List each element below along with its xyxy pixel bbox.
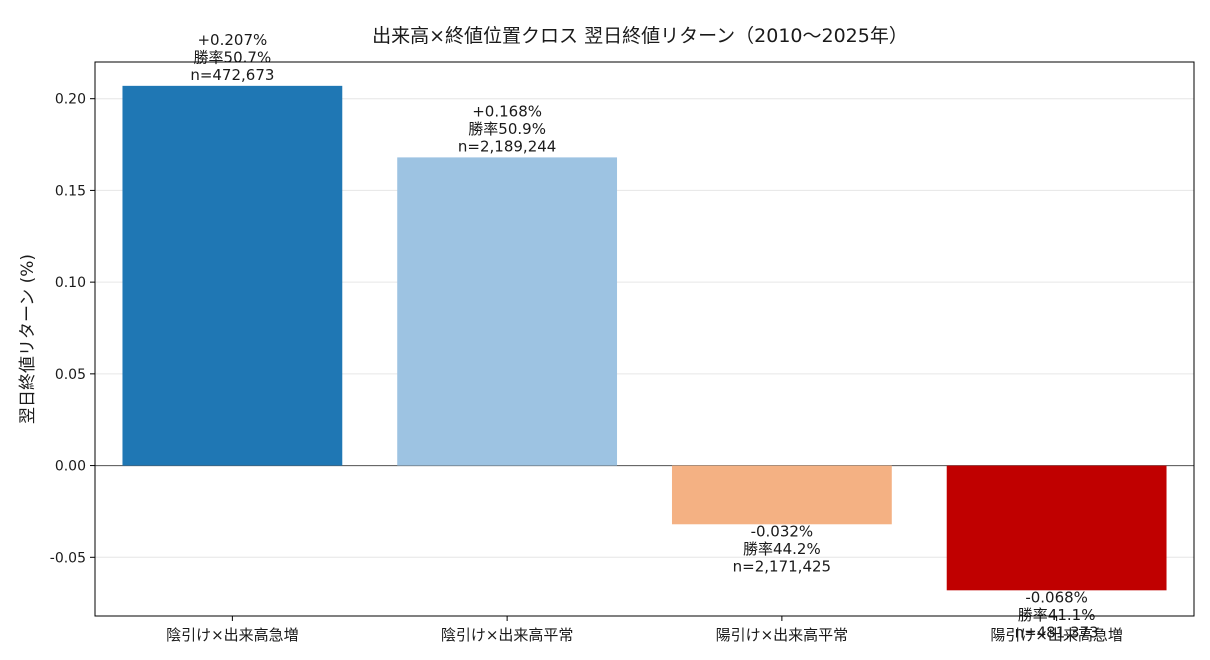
bar-data-label: +0.168% xyxy=(472,102,542,120)
bar-data-label: n=481,373 xyxy=(1015,623,1099,641)
bar-data-label: -0.068% xyxy=(1025,588,1088,606)
bar-data-label: 勝率50.9% xyxy=(468,120,546,138)
y-tick-label: -0.05 xyxy=(50,550,86,566)
bar-data-label: -0.032% xyxy=(751,522,814,540)
bar-data-label: +0.207% xyxy=(197,31,267,49)
x-tick-label: 陰引け×出来高急増 xyxy=(166,626,299,644)
x-tick-label: 陽引け×出来高平常 xyxy=(716,626,849,644)
x-tick-label: 陰引け×出来高平常 xyxy=(441,626,574,644)
bar-data-label: n=2,171,425 xyxy=(733,557,831,575)
bar-data-label: 勝率50.7% xyxy=(194,48,272,66)
bar xyxy=(122,85,343,466)
y-tick-label: 0.15 xyxy=(55,183,86,199)
y-tick-label: 0.10 xyxy=(55,275,86,291)
bars xyxy=(122,85,1167,591)
x-tick-label: 陽引け×出来高急増 xyxy=(990,626,1123,644)
bar xyxy=(671,465,892,525)
y-tick-label: 0.00 xyxy=(55,459,86,475)
y-tick-label: 0.20 xyxy=(55,92,86,108)
y-axis-label: 翌日終値リターン (%) xyxy=(18,254,38,424)
bar-data-label: n=472,673 xyxy=(190,66,274,84)
y-axis: -0.05 0.00 0.05 0.10 0.15 0.20 xyxy=(50,92,95,566)
bar-data-label: n=2,189,244 xyxy=(458,137,556,155)
y-tick-label: 0.05 xyxy=(55,367,86,383)
chart-title: 出来高×終値位置クロス 翌日終値リターン（2010〜2025年） xyxy=(372,25,908,47)
bar xyxy=(946,465,1167,591)
bar-data-label: 勝率44.2% xyxy=(743,540,821,558)
x-axis: 陰引け×出来高急増 陰引け×出来高平常 陽引け×出来高平常 陽引け×出来高急増 xyxy=(166,616,1123,644)
bar xyxy=(397,157,618,466)
plot-area xyxy=(94,61,1195,617)
bar-data-label: 勝率41.1% xyxy=(1018,606,1096,624)
